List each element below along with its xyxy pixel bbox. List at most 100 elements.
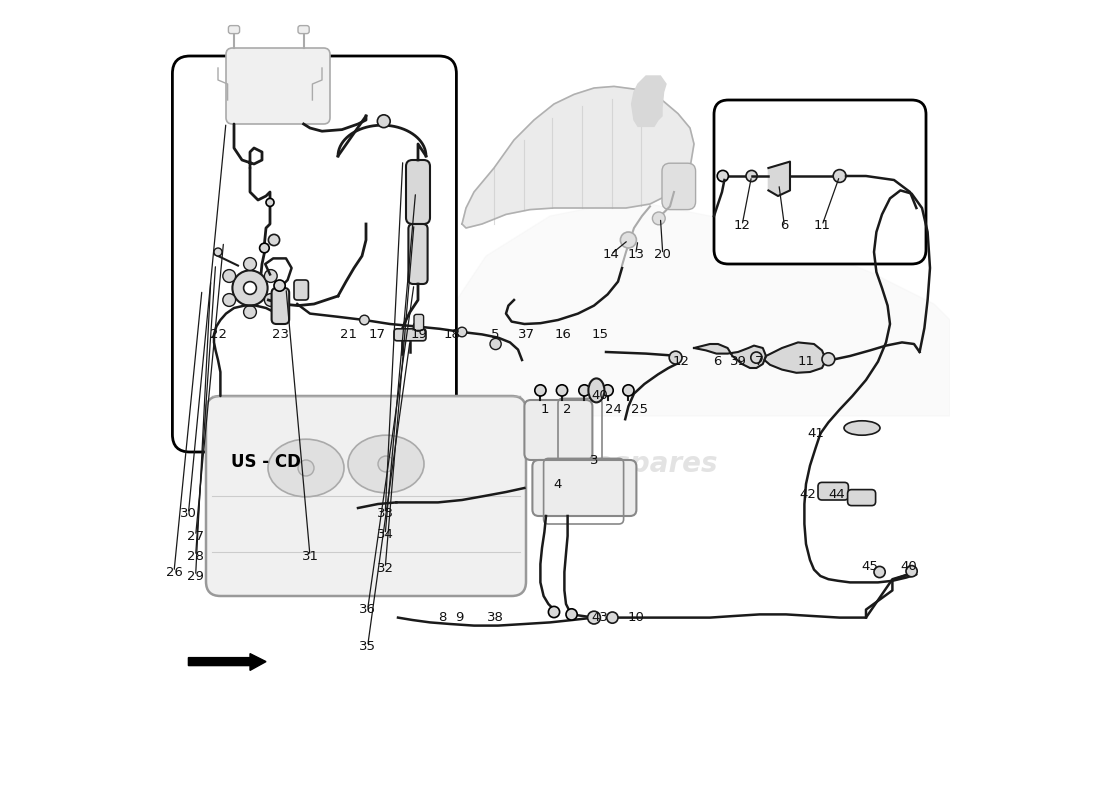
Text: 37: 37: [518, 328, 536, 341]
Text: 25: 25: [631, 403, 648, 416]
FancyBboxPatch shape: [406, 160, 430, 224]
Circle shape: [264, 294, 277, 306]
Text: 33: 33: [376, 507, 394, 520]
Text: 7: 7: [756, 355, 763, 368]
Circle shape: [223, 294, 235, 306]
Circle shape: [377, 115, 390, 128]
Text: eurospares: eurospares: [542, 450, 717, 478]
Text: 6: 6: [780, 219, 789, 232]
Text: 42: 42: [800, 488, 816, 501]
Circle shape: [549, 606, 560, 618]
Circle shape: [298, 460, 314, 476]
Ellipse shape: [588, 378, 604, 402]
Text: 16: 16: [554, 328, 571, 341]
Circle shape: [669, 351, 682, 364]
FancyBboxPatch shape: [226, 48, 330, 124]
FancyBboxPatch shape: [298, 26, 309, 34]
Polygon shape: [462, 86, 694, 228]
Text: 9: 9: [455, 611, 464, 624]
Text: 23: 23: [272, 328, 289, 341]
Text: 19: 19: [410, 328, 427, 341]
Text: 31: 31: [301, 550, 319, 562]
Circle shape: [602, 385, 613, 396]
Text: 32: 32: [376, 562, 394, 574]
Circle shape: [266, 198, 274, 206]
Circle shape: [620, 232, 637, 248]
Circle shape: [414, 322, 422, 331]
Text: 11: 11: [814, 219, 830, 232]
Text: 41: 41: [807, 427, 824, 440]
Text: 15: 15: [592, 328, 609, 341]
Circle shape: [906, 566, 917, 577]
FancyBboxPatch shape: [818, 482, 848, 500]
Circle shape: [566, 609, 578, 620]
Text: 13: 13: [627, 248, 645, 261]
Text: 40: 40: [900, 560, 916, 573]
FancyBboxPatch shape: [532, 460, 637, 516]
Text: 36: 36: [360, 603, 376, 616]
Text: 12: 12: [734, 219, 750, 232]
Circle shape: [746, 170, 757, 182]
Circle shape: [557, 385, 568, 396]
Text: 45: 45: [861, 560, 879, 573]
Circle shape: [243, 306, 256, 318]
Text: 30: 30: [180, 507, 197, 520]
Text: 24: 24: [605, 403, 621, 416]
Text: 1: 1: [541, 403, 550, 416]
FancyBboxPatch shape: [206, 396, 526, 596]
Circle shape: [607, 612, 618, 623]
Text: 22: 22: [210, 328, 228, 341]
Circle shape: [822, 353, 835, 366]
FancyBboxPatch shape: [272, 288, 289, 324]
Text: 29: 29: [187, 570, 204, 582]
FancyBboxPatch shape: [525, 400, 593, 460]
Circle shape: [223, 270, 235, 282]
Text: 44: 44: [828, 488, 845, 501]
FancyBboxPatch shape: [229, 26, 240, 34]
Circle shape: [243, 258, 256, 270]
FancyBboxPatch shape: [714, 100, 926, 264]
FancyBboxPatch shape: [408, 224, 428, 284]
Text: 27: 27: [187, 530, 205, 542]
Text: 4: 4: [553, 478, 562, 490]
FancyBboxPatch shape: [848, 490, 876, 506]
Circle shape: [874, 566, 886, 578]
Text: 40: 40: [591, 389, 608, 402]
Ellipse shape: [268, 439, 344, 497]
Circle shape: [268, 234, 279, 246]
Text: 18: 18: [443, 328, 460, 341]
Circle shape: [490, 338, 502, 350]
Circle shape: [214, 248, 222, 256]
Circle shape: [587, 611, 601, 624]
Polygon shape: [694, 344, 766, 368]
Text: 12: 12: [673, 355, 690, 368]
Text: 34: 34: [377, 528, 394, 541]
Circle shape: [751, 352, 762, 363]
Circle shape: [579, 385, 590, 396]
Ellipse shape: [844, 421, 880, 435]
FancyBboxPatch shape: [173, 56, 456, 452]
Circle shape: [717, 170, 728, 182]
Text: 35: 35: [359, 640, 376, 653]
Text: 17: 17: [368, 328, 386, 341]
Text: 5: 5: [492, 328, 499, 341]
Text: 3: 3: [590, 454, 598, 466]
Circle shape: [458, 327, 466, 337]
Polygon shape: [188, 654, 266, 670]
Circle shape: [623, 385, 634, 396]
Circle shape: [232, 270, 267, 306]
Text: 38: 38: [487, 611, 504, 624]
Text: 6: 6: [713, 355, 722, 368]
FancyBboxPatch shape: [662, 163, 695, 210]
Circle shape: [378, 456, 394, 472]
FancyBboxPatch shape: [414, 314, 424, 330]
Ellipse shape: [348, 435, 424, 493]
Circle shape: [264, 270, 277, 282]
Circle shape: [260, 243, 270, 253]
Text: US - CD: US - CD: [231, 454, 301, 471]
Text: eurospares: eurospares: [278, 450, 453, 478]
Text: 2: 2: [563, 403, 572, 416]
Text: 10: 10: [628, 611, 645, 624]
Circle shape: [360, 315, 370, 325]
Polygon shape: [631, 76, 666, 126]
